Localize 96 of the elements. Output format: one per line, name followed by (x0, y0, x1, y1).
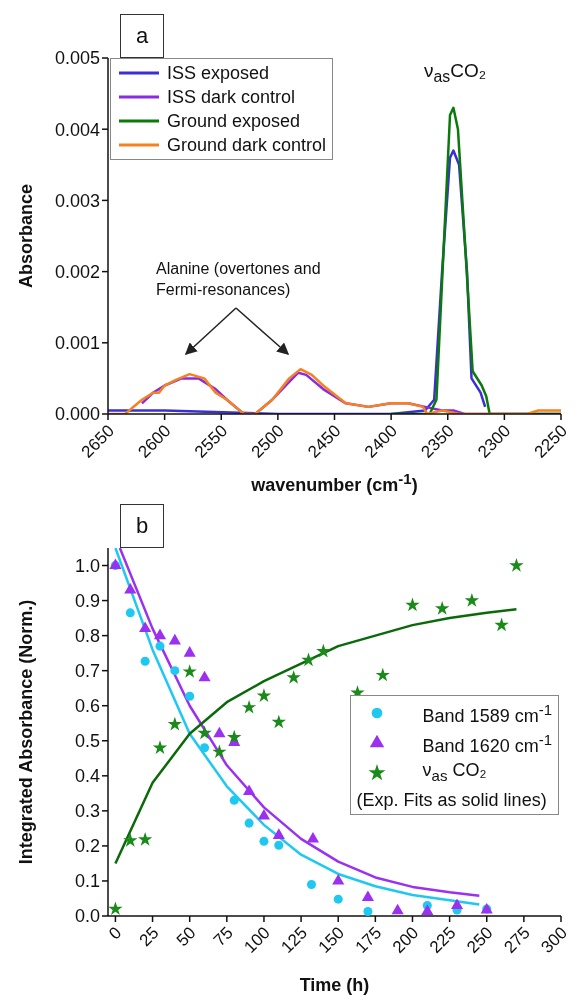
point (301, 652, 316, 667)
point (375, 667, 390, 682)
point (391, 903, 404, 915)
point (168, 633, 181, 645)
y-tick-label: 0.6 (74, 696, 100, 717)
point (333, 894, 343, 904)
point (286, 670, 301, 684)
point (139, 621, 152, 633)
point (241, 699, 257, 714)
point (212, 744, 227, 759)
x-tick-label: 75 (209, 923, 237, 951)
point (464, 593, 480, 607)
x-tick-label: 125 (277, 923, 311, 957)
y-tick-label: 0.3 (74, 801, 100, 822)
point (405, 597, 420, 612)
point (197, 725, 212, 740)
y-tick-label: 0.005 (54, 48, 100, 69)
point (183, 646, 196, 657)
point (153, 628, 167, 640)
point (306, 879, 316, 889)
point (274, 840, 284, 850)
y-tick-label: 0.8 (74, 626, 100, 647)
y-tick-label: 0.5 (74, 731, 100, 752)
chart-title: a (135, 23, 149, 49)
point (257, 809, 271, 820)
point (213, 726, 226, 738)
x-tick-label: 150 (314, 923, 349, 957)
y-tick-label: 0.000 (54, 404, 100, 425)
y-tick-label: 0.4 (74, 766, 100, 787)
point (271, 714, 286, 729)
y-tick-label: 0.1 (74, 871, 100, 892)
y-axis-title: Integrated Absorbance (Norm.) (15, 599, 36, 865)
point (170, 666, 180, 676)
legend-label: ISS exposed (167, 62, 270, 85)
point (243, 784, 256, 796)
y-tick-label: 0.0 (74, 906, 100, 927)
point (450, 898, 464, 909)
legend-label: Band 1589 cm$^{-1}$ (422, 700, 552, 729)
x-tick-label: 0 (105, 923, 126, 944)
point (200, 743, 210, 753)
point (361, 890, 374, 901)
legend-label: ISS dark control (167, 86, 296, 109)
x-tick-label: 250 (463, 923, 497, 957)
point (140, 656, 150, 666)
y-tick-label: 0.001 (54, 333, 100, 354)
x-tick-label: 275 (500, 923, 534, 957)
point (124, 583, 137, 594)
y-tick-label: 1.0 (74, 555, 100, 576)
x-tick-label: 50 (172, 923, 200, 951)
x-tick-label: 100 (240, 923, 274, 957)
point (185, 691, 195, 701)
x-tick-label: 200 (388, 923, 423, 957)
point (244, 818, 254, 828)
x-axis-title: wavenumber (cm$^{-1}$) (251, 470, 418, 495)
x-tick-label: 175 (351, 923, 386, 957)
point (198, 670, 211, 682)
annotation: Alanine (overtones and Fermi-resonances) (156, 260, 321, 298)
y-tick-label: 0.002 (54, 261, 100, 282)
point (152, 740, 168, 754)
x-tick-label: 300 (537, 923, 571, 957)
legend-label: Ground dark control (167, 134, 327, 157)
y-tick-label: 0.004 (54, 119, 100, 140)
chart-title: b (135, 513, 149, 539)
y-axis-title: Absorbance (15, 183, 36, 289)
point (316, 643, 331, 658)
point (137, 832, 153, 846)
legend-label: Band 1620 cm$^{-1}$ (422, 730, 552, 759)
x-tick-label: 225 (426, 923, 460, 957)
point (435, 601, 450, 615)
point (509, 557, 524, 572)
point (363, 906, 373, 916)
point (421, 904, 434, 915)
point (125, 608, 135, 618)
point (306, 831, 320, 843)
point (229, 795, 239, 805)
point (167, 716, 183, 731)
annotation: ν$_{as}$CO₂ (423, 60, 487, 85)
point (256, 688, 272, 703)
point (155, 641, 165, 651)
x-tick-label: 25 (135, 923, 163, 951)
point (259, 836, 269, 846)
x-axis-title: Time (h) (299, 975, 370, 995)
legend-label: ν$_{as}$ CO₂ (422, 759, 487, 786)
point (494, 617, 509, 632)
point (332, 873, 345, 885)
point (108, 901, 123, 916)
point (182, 664, 197, 678)
y-tick-label: 0.7 (74, 661, 100, 682)
y-tick-label: 0.9 (74, 590, 100, 611)
point (123, 833, 138, 847)
y-tick-label: 0.003 (54, 190, 100, 211)
point (227, 729, 242, 744)
point (272, 828, 285, 839)
annotation: (Exp. Fits as solid lines) (356, 789, 547, 810)
y-tick-label: 0.2 (74, 836, 100, 857)
legend-label: Ground exposed (167, 110, 301, 133)
